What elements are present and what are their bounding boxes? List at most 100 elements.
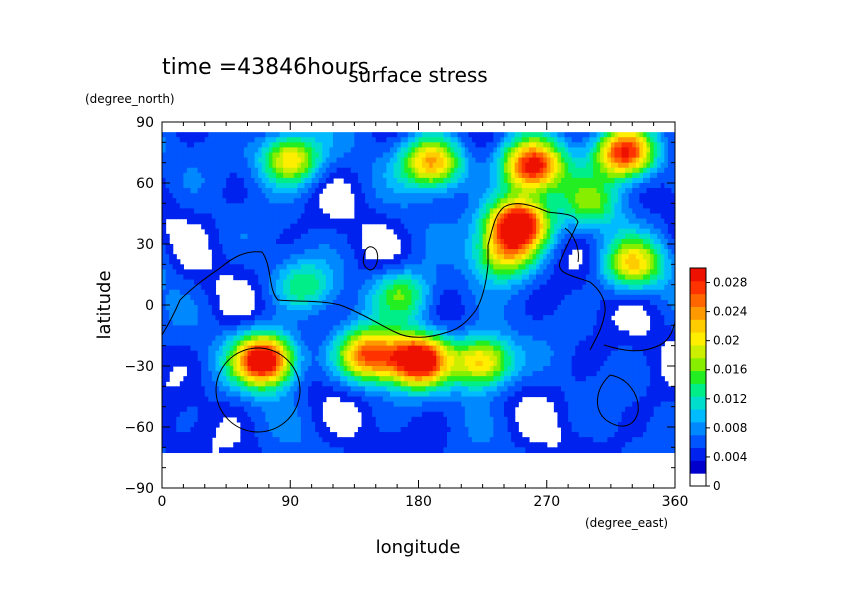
field-cell <box>347 228 352 235</box>
field-cell <box>546 147 551 154</box>
field-cell <box>258 294 263 301</box>
field-cell <box>543 238 548 245</box>
field-cell <box>290 162 295 169</box>
field-cell <box>276 238 281 245</box>
field-cell <box>461 162 466 169</box>
field-cell <box>308 238 313 245</box>
field-cell <box>525 152 530 159</box>
field-cell <box>546 177 551 184</box>
field-cell <box>258 142 263 149</box>
field-cell <box>240 244 245 250</box>
field-cell <box>618 223 623 230</box>
field-cell <box>179 157 184 164</box>
field-cell <box>482 188 487 194</box>
field-cell <box>546 310 551 316</box>
field-cell <box>162 208 167 215</box>
field-cell <box>375 289 380 296</box>
field-cell <box>546 142 551 149</box>
field-cell <box>297 228 302 235</box>
field-cell <box>543 284 548 291</box>
field-cell <box>500 162 505 169</box>
field-cell <box>240 233 245 240</box>
field-cell <box>350 147 355 154</box>
field-cell <box>340 157 345 164</box>
field-cell <box>561 218 566 225</box>
field-cell <box>379 152 384 159</box>
field-cell <box>564 218 569 225</box>
field-cell <box>315 305 320 311</box>
field-cell <box>650 162 655 169</box>
field-cell <box>379 213 384 220</box>
field-cell <box>607 299 612 306</box>
field-cell <box>635 172 640 179</box>
field-cell <box>632 177 637 184</box>
field-cell <box>325 223 331 230</box>
field-cell <box>521 177 526 184</box>
field-cell <box>308 203 313 210</box>
field-cell <box>447 157 452 164</box>
field-cell <box>575 157 580 164</box>
field-cell <box>603 269 608 276</box>
field-cell <box>197 198 202 204</box>
field-cell <box>407 193 412 199</box>
field-cell <box>265 193 270 199</box>
field-cell <box>646 279 651 286</box>
field-cell <box>165 157 170 164</box>
field-cell <box>439 315 445 321</box>
field-cell <box>639 269 644 276</box>
field-cell <box>393 294 398 301</box>
field-cell <box>536 198 541 204</box>
field-cell <box>165 203 170 210</box>
field-cell <box>368 289 373 296</box>
field-cell <box>671 233 675 240</box>
field-cell <box>514 142 519 149</box>
field-cell <box>561 249 566 255</box>
field-cell <box>536 228 541 235</box>
field-cell <box>436 132 441 138</box>
field-cell <box>215 249 220 255</box>
field-cell <box>628 233 633 240</box>
field-cell <box>475 294 480 301</box>
field-cell <box>632 238 637 245</box>
field-cell <box>336 249 341 255</box>
field-cell <box>496 279 502 286</box>
field-cell <box>429 203 434 210</box>
field-cell <box>400 259 405 265</box>
field-cell <box>607 172 612 179</box>
field-cell <box>407 213 412 220</box>
field-cell <box>575 284 580 291</box>
field-cell <box>382 269 388 276</box>
field-cell <box>507 172 512 179</box>
field-cell <box>635 299 640 306</box>
field-cell <box>489 132 494 138</box>
field-cell <box>179 269 184 276</box>
field-cell <box>454 172 459 179</box>
field-cell <box>642 284 648 291</box>
field-cell <box>354 269 359 276</box>
field-cell <box>525 213 530 220</box>
field-cell <box>429 142 434 149</box>
field-cell <box>247 269 252 276</box>
field-cell <box>493 147 498 154</box>
field-cell <box>660 193 665 199</box>
field-cell <box>172 177 177 184</box>
field-cell <box>639 274 644 281</box>
field-cell <box>518 132 523 138</box>
field-cell <box>671 305 675 311</box>
field-cell <box>404 198 409 204</box>
field-cell <box>165 137 170 143</box>
field-cell <box>489 310 494 316</box>
field-cell <box>204 299 209 306</box>
field-cell <box>496 157 502 164</box>
field-cell <box>261 233 266 240</box>
field-cell <box>325 157 331 164</box>
field-cell <box>543 137 548 143</box>
field-cell <box>368 132 373 138</box>
field-cell <box>397 279 402 286</box>
field-cell <box>254 284 259 291</box>
field-cell <box>671 228 675 235</box>
field-cell <box>190 315 195 321</box>
field-cell <box>642 208 648 215</box>
field-cell <box>454 274 459 281</box>
field-cell <box>496 183 502 189</box>
